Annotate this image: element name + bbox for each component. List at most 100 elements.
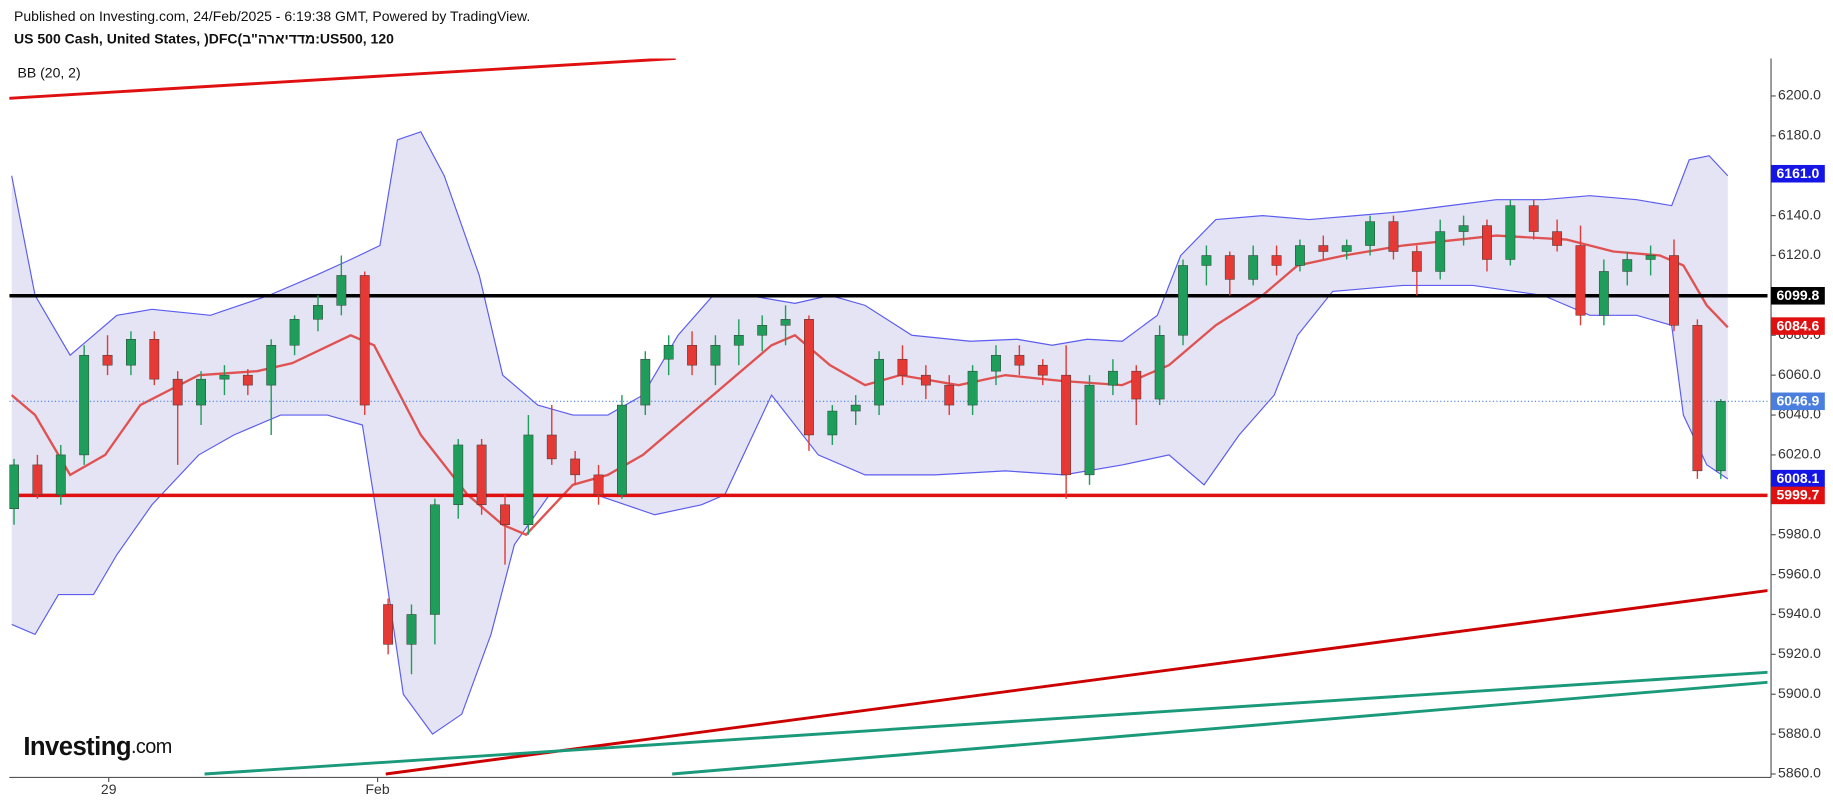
candle-body: [780, 319, 791, 326]
price-label-box: [1771, 469, 1825, 488]
candle-body: [897, 358, 908, 376]
candle-body: [266, 345, 277, 386]
candle-body: [1341, 245, 1352, 252]
price-label-box: [1771, 164, 1825, 183]
y-tick-label: 5940.0: [1778, 605, 1821, 621]
candle-body: [196, 378, 206, 406]
candle-body: [336, 275, 347, 306]
candle-body: [967, 370, 978, 406]
candle-body: [1014, 354, 1025, 366]
candle-body: [1107, 370, 1118, 386]
price-label-box: [1771, 317, 1825, 335]
candle-body: [1061, 374, 1072, 476]
candle-body: [804, 319, 814, 436]
x-tick-label: Feb: [366, 781, 390, 797]
candle-body: [406, 614, 417, 645]
candle-body: [1458, 225, 1469, 232]
candle-body: [476, 444, 487, 506]
published-note: Published on Investing.com, 24/Feb/2025 …: [14, 8, 530, 24]
y-tick-label: 6020.0: [1778, 446, 1821, 462]
candle-body: [126, 339, 136, 366]
candle-body: [429, 504, 440, 615]
price-label: 6084.6: [1776, 317, 1819, 333]
y-tick-label: 6120.0: [1778, 246, 1821, 262]
y-tick-label: 5860.0: [1778, 765, 1821, 781]
candle-body: [1084, 384, 1095, 476]
candle-body: [991, 354, 1001, 372]
y-tick-label: 6060.0: [1778, 366, 1821, 382]
logo-name: Investing: [23, 733, 131, 761]
candle-body: [640, 358, 651, 406]
candle-body: [757, 325, 768, 336]
candle-body: [32, 464, 43, 496]
candle-body: [219, 374, 230, 380]
y-tick-label: 5900.0: [1778, 685, 1821, 701]
y-tick-label: 6180.0: [1778, 127, 1821, 143]
candle-body: [453, 444, 464, 506]
candle-body: [1575, 245, 1586, 316]
logo-suffix: .com: [131, 736, 172, 758]
y-tick-label: 6200.0: [1778, 87, 1821, 103]
candle-body: [733, 335, 744, 346]
candle-body: [617, 404, 627, 496]
candle-body: [1131, 370, 1142, 400]
trend-line: [9, 58, 676, 100]
candle-body: [1224, 255, 1235, 280]
y-tick-label: 5980.0: [1778, 525, 1821, 541]
y-tick-label: 6140.0: [1778, 206, 1821, 222]
candle-body: [827, 410, 838, 436]
candle-body: [500, 504, 510, 525]
candle-body: [1552, 231, 1563, 246]
candle-body: [1318, 245, 1329, 252]
price-label: 6008.1: [1776, 470, 1819, 486]
candle-body: [1411, 251, 1422, 272]
candle-body: [920, 374, 931, 386]
candle-body: [242, 374, 253, 386]
price-label-box: [1771, 392, 1825, 411]
band-line: [11, 284, 1729, 735]
candle-body: [359, 275, 370, 406]
candle-body: [172, 378, 183, 406]
price-label: 6161.0: [1776, 165, 1819, 181]
price-label-box: [1771, 486, 1825, 505]
candle-body: [1505, 205, 1516, 260]
candle-body: [79, 354, 90, 456]
candle-body: [1201, 255, 1212, 266]
price-label: 6046.9: [1776, 393, 1819, 409]
plot-area: [9, 58, 1768, 776]
candle-body: [1435, 231, 1446, 272]
candle-body: [1482, 225, 1492, 260]
candle-body: [874, 358, 885, 406]
price-label-box: [1771, 287, 1825, 305]
trend-line: [204, 670, 1768, 776]
candle-body: [546, 434, 557, 460]
candle-body: [1365, 221, 1375, 246]
candle-body: [593, 474, 604, 496]
price-label: 6099.8: [1776, 287, 1819, 303]
candle-body: [1271, 255, 1282, 266]
candle-body: [289, 319, 300, 346]
y-tick-label: 5920.0: [1778, 645, 1821, 661]
candle-body: [55, 454, 66, 496]
candle-body: [687, 345, 697, 366]
band-line: [10, 234, 1729, 537]
chart-title: US 500 Cash, United States, )DFC(ב"הראיד…: [14, 30, 394, 46]
candle-body: [1248, 255, 1259, 280]
candle-body: [523, 434, 534, 525]
candle-body: [1622, 259, 1633, 272]
candle-body: [1715, 401, 1726, 472]
band-fill: [11, 131, 1728, 735]
candle-body: [1388, 221, 1399, 252]
y-tick-label: 5880.0: [1778, 725, 1821, 741]
candle-body: [313, 305, 323, 320]
candle-body: [383, 604, 394, 645]
axes: 5860.0 5880.0 5900.0 5920.0 5940.0 5960.0 5980…: [101, 87, 1825, 797]
candle-body: [9, 464, 19, 510]
candle-body: [1528, 205, 1539, 232]
candle-body: [850, 404, 861, 412]
candle-body: [1692, 325, 1703, 472]
candle-body: [1154, 335, 1165, 400]
trend-line: [672, 680, 1768, 776]
